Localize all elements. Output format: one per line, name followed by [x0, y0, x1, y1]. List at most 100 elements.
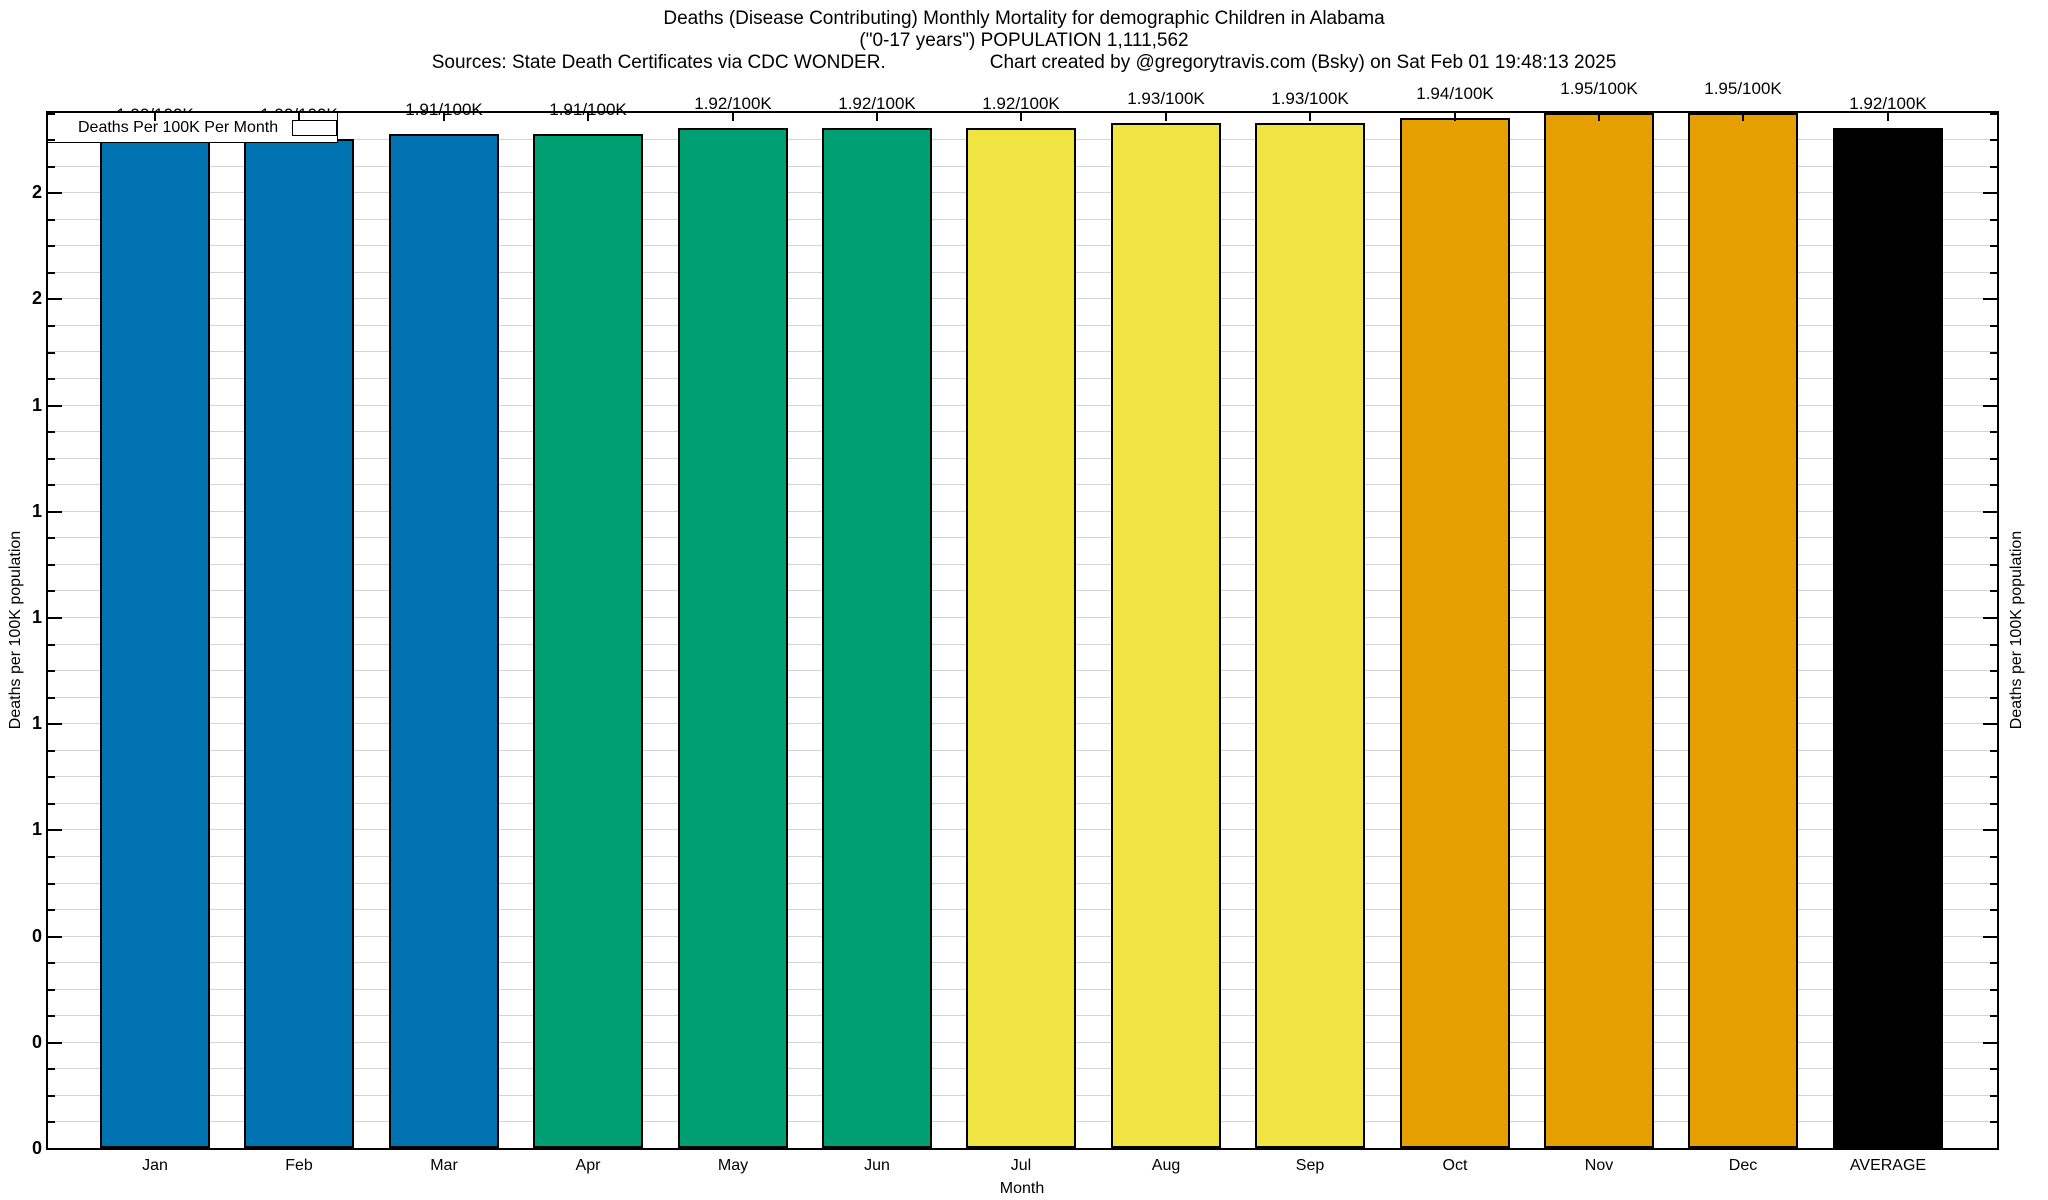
y-tick-mark-right — [1990, 883, 1997, 885]
y-tick-mark — [48, 378, 55, 380]
legend: Deaths Per 100K Per Month — [47, 112, 338, 143]
chart-title: Deaths (Disease Contributing) Monthly Mo… — [663, 8, 1385, 29]
x-tick-mark — [1742, 113, 1744, 121]
x-tick-label-dec: Dec — [1728, 1157, 1758, 1174]
y-tick-mark-right — [1983, 617, 1997, 619]
x-tick-label-nov: Nov — [1584, 1157, 1614, 1174]
y-tick-mark — [48, 1068, 55, 1070]
y-tick-mark-right — [1990, 537, 1997, 539]
y-tick-mark-right — [1990, 564, 1997, 566]
y-tick-mark-right — [1990, 166, 1997, 168]
x-tick-mark — [1454, 113, 1456, 121]
y-tick-mark — [48, 245, 55, 247]
x-axis-title: Month — [999, 1180, 1045, 1197]
bar-value-label: 1.93/100K — [1127, 89, 1205, 108]
y-tick-mark-right — [1983, 405, 1997, 407]
y-tick-mark-right — [1983, 936, 1997, 938]
y-tick-label: 0 — [31, 1138, 42, 1158]
y-tick-mark-right — [1990, 1121, 1997, 1123]
bar-value-label: 1.91/100K — [405, 100, 483, 119]
bar-feb — [244, 139, 354, 1148]
y-tick-mark — [48, 564, 55, 566]
chart-subtitle: ("0-17 years") POPULATION 1,111,562 — [859, 30, 1189, 51]
y-tick-mark — [48, 989, 55, 991]
x-tick-label-apr: Apr — [575, 1157, 601, 1174]
y-tick-mark — [48, 325, 55, 327]
y-tick-mark — [48, 829, 62, 831]
y-tick-label: 1 — [31, 501, 42, 521]
x-tick-mark — [1309, 113, 1311, 121]
y-tick-mark-right — [1983, 829, 1997, 831]
x-tick-mark — [587, 113, 589, 121]
legend-swatch-icon — [292, 119, 337, 136]
y-tick-mark — [48, 431, 55, 433]
y-tick-mark-right — [1990, 484, 1997, 486]
y-tick-mark — [48, 856, 55, 858]
y-tick-label: 0 — [31, 926, 42, 946]
y-tick-mark — [48, 617, 62, 619]
y-tick-mark — [48, 909, 55, 911]
bar-value-label: 1.91/100K — [549, 100, 627, 119]
y-tick-mark-right — [1990, 750, 1997, 752]
x-tick-mark — [732, 113, 734, 121]
chart-byline: Sources: State Death Certificates via CD… — [0, 52, 2048, 74]
bar-jul — [966, 128, 1076, 1148]
y-tick-mark-right — [1990, 697, 1997, 699]
y-tick-mark — [48, 697, 55, 699]
x-tick-label-feb: Feb — [285, 1157, 313, 1174]
y-tick-mark — [48, 1042, 62, 1044]
y-tick-mark-right — [1983, 1042, 1997, 1044]
y-tick-mark — [48, 776, 55, 778]
bar-value-label: 1.94/100K — [1416, 84, 1494, 103]
y-tick-mark-right — [1983, 298, 1997, 300]
bar-aug — [1111, 123, 1221, 1148]
y-tick-mark-right — [1990, 776, 1997, 778]
y-tick-mark-right — [1990, 139, 1997, 141]
x-tick-mark — [443, 113, 445, 121]
y-tick-mark-right — [1990, 113, 1997, 115]
y-tick-mark-right — [1990, 245, 1997, 247]
x-tick-mark — [1020, 113, 1022, 121]
y-tick-label: 1 — [31, 395, 42, 415]
x-tick-label-average: AVERAGE — [1849, 1157, 1927, 1174]
legend-label: Deaths Per 100K Per Month — [78, 118, 279, 136]
y-tick-mark — [48, 458, 55, 460]
sources-text: Sources: State Death Certificates via CD… — [431, 52, 886, 73]
bar-mar — [389, 134, 499, 1148]
bar-nov — [1544, 113, 1654, 1148]
y-tick-mark — [48, 1015, 55, 1017]
x-tick-label-aug: Aug — [1151, 1157, 1181, 1174]
y-tick-mark — [48, 405, 62, 407]
y-tick-label: 0 — [31, 1032, 42, 1052]
credit-text: Chart created by @gregorytravis.com (Bsk… — [989, 52, 1617, 73]
bar-value-label: 1.95/100K — [1560, 79, 1638, 98]
y-tick-mark-right — [1983, 511, 1997, 513]
bar-value-label: 1.92/100K — [982, 94, 1060, 113]
x-tick-label-jan: Jan — [142, 1157, 168, 1174]
y-tick-mark — [48, 352, 55, 354]
y-axis-title-left: Deaths per 100K population — [7, 530, 24, 730]
y-tick-mark-right — [1990, 219, 1997, 221]
x-tick-label-sep: Sep — [1295, 1157, 1325, 1174]
y-tick-mark-right — [1990, 325, 1997, 327]
x-tick-label-may: May — [717, 1157, 749, 1174]
y-tick-mark-right — [1990, 803, 1997, 805]
bar-value-label: 1.92/100K — [694, 94, 772, 113]
y-tick-mark — [48, 750, 55, 752]
y-tick-mark — [48, 936, 62, 938]
y-tick-label: 2 — [31, 182, 42, 202]
y-tick-label: 1 — [31, 819, 42, 839]
y-tick-mark — [48, 511, 62, 513]
y-tick-mark — [48, 219, 55, 221]
y-tick-mark-right — [1983, 723, 1997, 725]
y-tick-mark — [48, 272, 55, 274]
y-tick-mark-right — [1990, 962, 1997, 964]
y-tick-mark-right — [1990, 458, 1997, 460]
bar-sep — [1255, 123, 1365, 1148]
x-tick-label-oct: Oct — [1442, 1157, 1468, 1174]
y-tick-mark — [48, 298, 62, 300]
y-tick-mark — [48, 1121, 55, 1123]
y-tick-mark-right — [1990, 272, 1997, 274]
y-tick-mark-right — [1990, 644, 1997, 646]
